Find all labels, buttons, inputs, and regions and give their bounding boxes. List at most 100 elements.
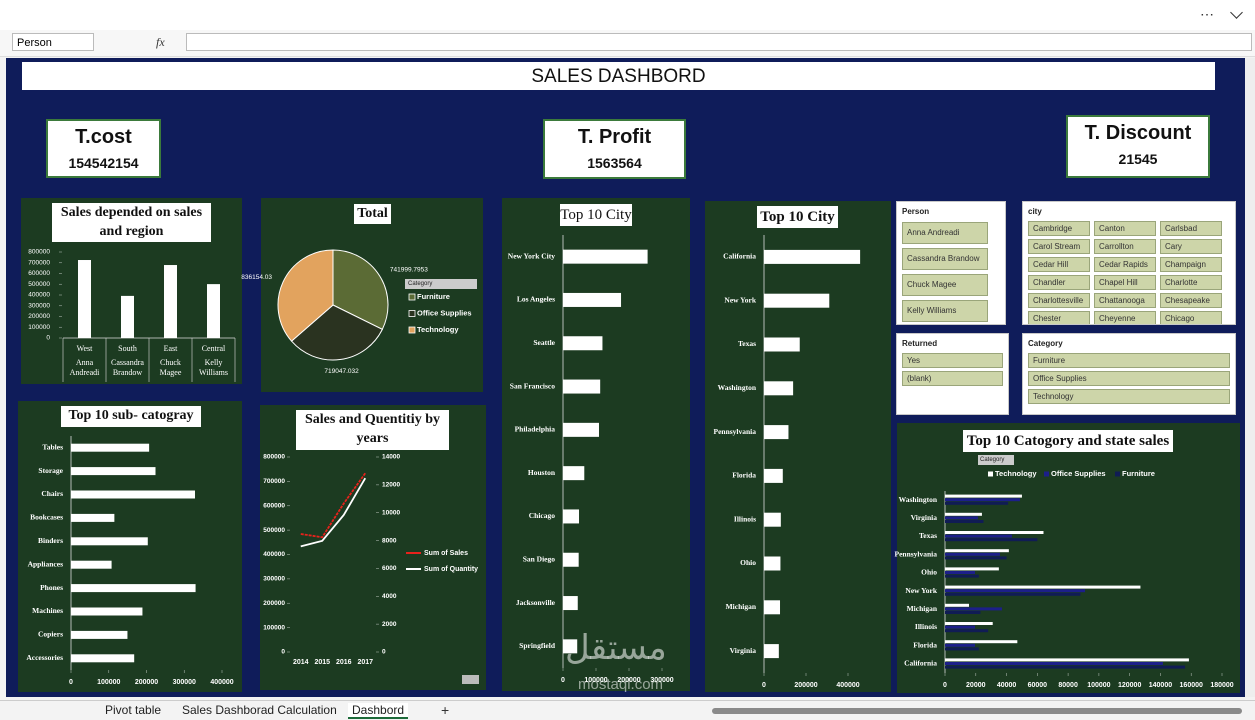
bar bbox=[563, 422, 599, 437]
sheet-tab[interactable]: Sales Dashborad Calculation bbox=[182, 703, 337, 717]
x-tick-label: 0 bbox=[762, 682, 766, 689]
legend-swatch bbox=[408, 326, 416, 334]
x-tick-label: 2015 bbox=[314, 659, 330, 666]
legend-swatch bbox=[1115, 471, 1120, 477]
y2-tick-label: 12000 bbox=[382, 482, 400, 489]
y2-tick-label: 6000 bbox=[382, 565, 397, 572]
slicer-item[interactable]: Cary bbox=[1160, 239, 1222, 254]
x-tick-label: Central bbox=[202, 344, 226, 353]
y-tick-label: 700000 bbox=[28, 259, 50, 266]
slicer-item[interactable]: Furniture bbox=[1028, 353, 1230, 368]
bar bbox=[945, 498, 1020, 502]
y-tick-label: Phones bbox=[40, 583, 63, 592]
slicer-item[interactable]: Cedar Hill bbox=[1028, 257, 1090, 272]
bar bbox=[164, 265, 177, 338]
bar bbox=[563, 336, 603, 351]
slicer-item[interactable]: Office Supplies bbox=[1028, 371, 1230, 386]
x-subcategory-label: Kelly Williams bbox=[198, 358, 228, 377]
slicer-item[interactable]: Carlsbad bbox=[1160, 221, 1222, 236]
bar bbox=[945, 625, 976, 629]
slicer-item[interactable]: Canton bbox=[1094, 221, 1156, 236]
y-tick-label: 100000 bbox=[28, 324, 50, 331]
bar bbox=[71, 654, 135, 663]
x-tick-label: 300000 bbox=[650, 677, 673, 684]
legend-swatch bbox=[408, 293, 416, 301]
bar bbox=[563, 552, 579, 567]
slicer-item[interactable]: Technology bbox=[1028, 389, 1230, 404]
chart-nav[interactable] bbox=[462, 675, 479, 684]
bar bbox=[71, 607, 143, 616]
slicer-title: Returned bbox=[902, 339, 938, 348]
y-tick-label: Accessories bbox=[26, 653, 63, 662]
bar bbox=[945, 589, 1086, 593]
bar bbox=[71, 630, 128, 639]
series-line bbox=[300, 472, 366, 539]
y2-tick-label: 4000 bbox=[382, 593, 397, 600]
y-tick-label: Pennsylvania bbox=[713, 427, 756, 436]
bar bbox=[945, 585, 1141, 589]
x-tick-label: 2014 bbox=[293, 659, 309, 666]
slicer-item[interactable]: Kelly Williams bbox=[902, 300, 988, 322]
formula-input[interactable] bbox=[186, 33, 1252, 51]
x-tick-label: 2017 bbox=[357, 659, 373, 666]
slicer-item[interactable]: Chicago bbox=[1160, 311, 1222, 324]
slicer-item[interactable]: Cassandra Brandow bbox=[902, 248, 988, 270]
legend-dropdown[interactable]: Category bbox=[405, 279, 477, 289]
legend-label: Sum of Sales bbox=[424, 550, 468, 557]
slicer-item[interactable]: Chattanooga bbox=[1094, 293, 1156, 308]
bar bbox=[563, 249, 648, 264]
chart-title: Top 10 sub- catogray bbox=[61, 406, 201, 427]
slicer-item[interactable]: Charlottesville bbox=[1028, 293, 1090, 308]
name-box[interactable]: Person bbox=[12, 33, 94, 51]
legend-label: Technology bbox=[995, 469, 1037, 478]
slicer-item[interactable]: Chapel Hill bbox=[1094, 275, 1156, 290]
bar bbox=[945, 662, 1163, 665]
bar bbox=[563, 379, 601, 394]
slicer-item[interactable]: Cheyenne bbox=[1094, 311, 1156, 324]
add-sheet[interactable]: + bbox=[441, 702, 450, 718]
pie-slice bbox=[332, 249, 389, 331]
x-tick-label: 400000 bbox=[210, 679, 233, 686]
y-tick-label: 100000 bbox=[263, 624, 285, 631]
bar bbox=[71, 513, 115, 522]
chart-title: Top 10 Catogory and state sales bbox=[963, 430, 1173, 452]
slicer-item[interactable]: Anna Andreadi bbox=[902, 222, 988, 244]
slicer-item[interactable]: Chesapeake bbox=[1160, 293, 1222, 308]
x-subcategory-label: Chuck Magee bbox=[159, 358, 182, 377]
y-tick-label: Illinois bbox=[915, 622, 937, 631]
y2-tick-label: 0 bbox=[382, 649, 386, 656]
formula-icon[interactable]: fx bbox=[156, 35, 165, 49]
bar bbox=[945, 552, 1000, 556]
slicer-title: Category bbox=[1028, 339, 1063, 348]
slicer-item[interactable]: Chuck Magee bbox=[902, 274, 988, 296]
legend-label: Furniture bbox=[1122, 469, 1155, 478]
more-icon[interactable]: ⋯ bbox=[1200, 6, 1214, 22]
bar bbox=[71, 443, 150, 452]
horizontal-scrollbar[interactable] bbox=[712, 708, 1242, 714]
slicer-item[interactable]: Yes bbox=[902, 353, 1003, 368]
slicer-item[interactable]: Cambridge bbox=[1028, 221, 1090, 236]
slicer-item[interactable]: Charlotte bbox=[1160, 275, 1222, 290]
y-tick-label: Machines bbox=[32, 606, 63, 615]
slicer-item[interactable]: Carrollton bbox=[1094, 239, 1156, 254]
slicer-item[interactable]: Champaign bbox=[1160, 257, 1222, 272]
legend-label: Furniture bbox=[417, 292, 450, 301]
sheet-tab[interactable]: Pivot table bbox=[105, 703, 162, 717]
bar bbox=[945, 549, 1009, 553]
pie-slice bbox=[290, 304, 383, 361]
y-tick-label: 700000 bbox=[263, 478, 285, 485]
legend-label: Office Supplies bbox=[1051, 469, 1106, 478]
bar bbox=[945, 516, 978, 520]
slicer-item[interactable]: Carol Stream bbox=[1028, 239, 1090, 254]
sheet-tab[interactable]: Dashbord bbox=[348, 703, 409, 719]
kpi-value: 21545 bbox=[1118, 151, 1158, 167]
y-tick-label: Washington bbox=[718, 383, 757, 392]
slicer-item[interactable]: Chandler bbox=[1028, 275, 1090, 290]
x-tick-label: 100000 bbox=[1087, 682, 1110, 689]
legend-dropdown[interactable]: Category bbox=[978, 455, 1014, 465]
slicer-item[interactable]: Cedar Rapids bbox=[1094, 257, 1156, 272]
slicer-item[interactable]: Chester bbox=[1028, 311, 1090, 324]
vertical-scrollbar[interactable] bbox=[1245, 58, 1255, 697]
slicer-item[interactable]: (blank) bbox=[902, 371, 1003, 386]
